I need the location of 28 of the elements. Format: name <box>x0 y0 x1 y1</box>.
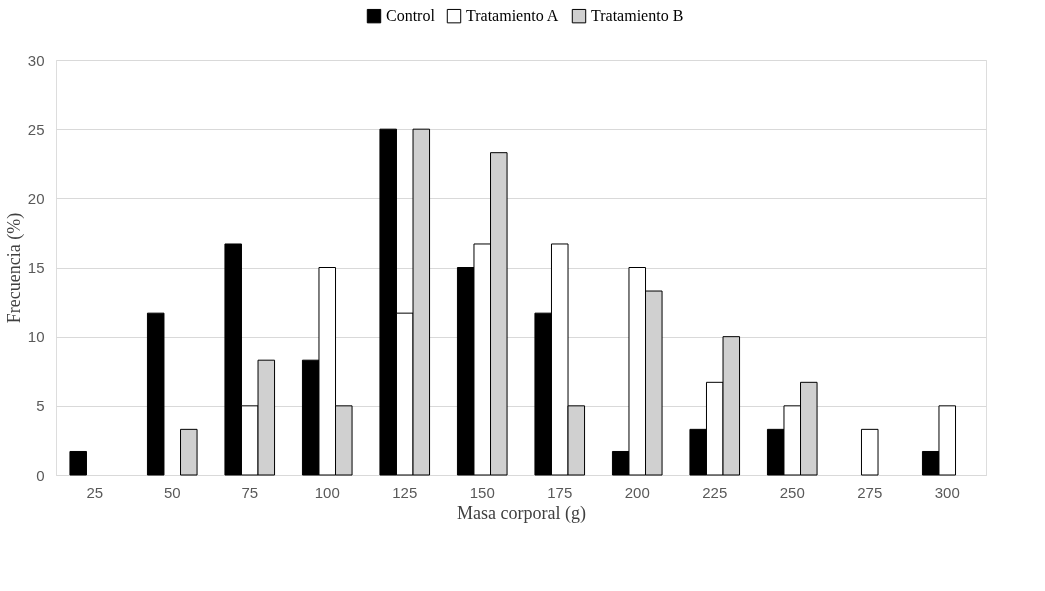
y-tick-label: 25 <box>27 120 45 138</box>
legend-label: Control <box>386 7 436 25</box>
legend-label: Tratamiento A <box>466 7 559 25</box>
x-axis-title: Masa corporal (g) <box>457 502 586 524</box>
x-tick-label: 300 <box>934 483 960 501</box>
x-tick-label: 200 <box>624 483 650 501</box>
y-tick-label: 0 <box>36 466 45 484</box>
x-tick-label: 50 <box>163 483 181 501</box>
y-tick-label: 5 <box>36 397 45 415</box>
x-tick-label: 275 <box>857 483 883 501</box>
bar <box>180 428 198 476</box>
y-tick-label: 30 <box>27 51 45 69</box>
x-tick-label: 175 <box>547 483 573 501</box>
x-tick-label: 75 <box>241 483 259 501</box>
y-tick-label: 15 <box>27 259 45 276</box>
bar <box>860 428 879 476</box>
y-axis-title: Frecuencia (%) <box>3 212 25 324</box>
x-tick-label: 225 <box>702 483 728 501</box>
y-tick-label: 20 <box>27 189 45 207</box>
x-tick-label: 150 <box>469 483 495 501</box>
bar <box>69 450 87 476</box>
x-tick-label: 250 <box>779 483 805 501</box>
x-tick-label: 125 <box>392 483 418 501</box>
x-tick-label: 25 <box>86 483 104 501</box>
y-tick-label: 10 <box>27 328 45 346</box>
bar <box>146 312 165 476</box>
legend-label: Tratamiento B <box>591 7 684 25</box>
x-tick-label: 100 <box>314 483 340 501</box>
